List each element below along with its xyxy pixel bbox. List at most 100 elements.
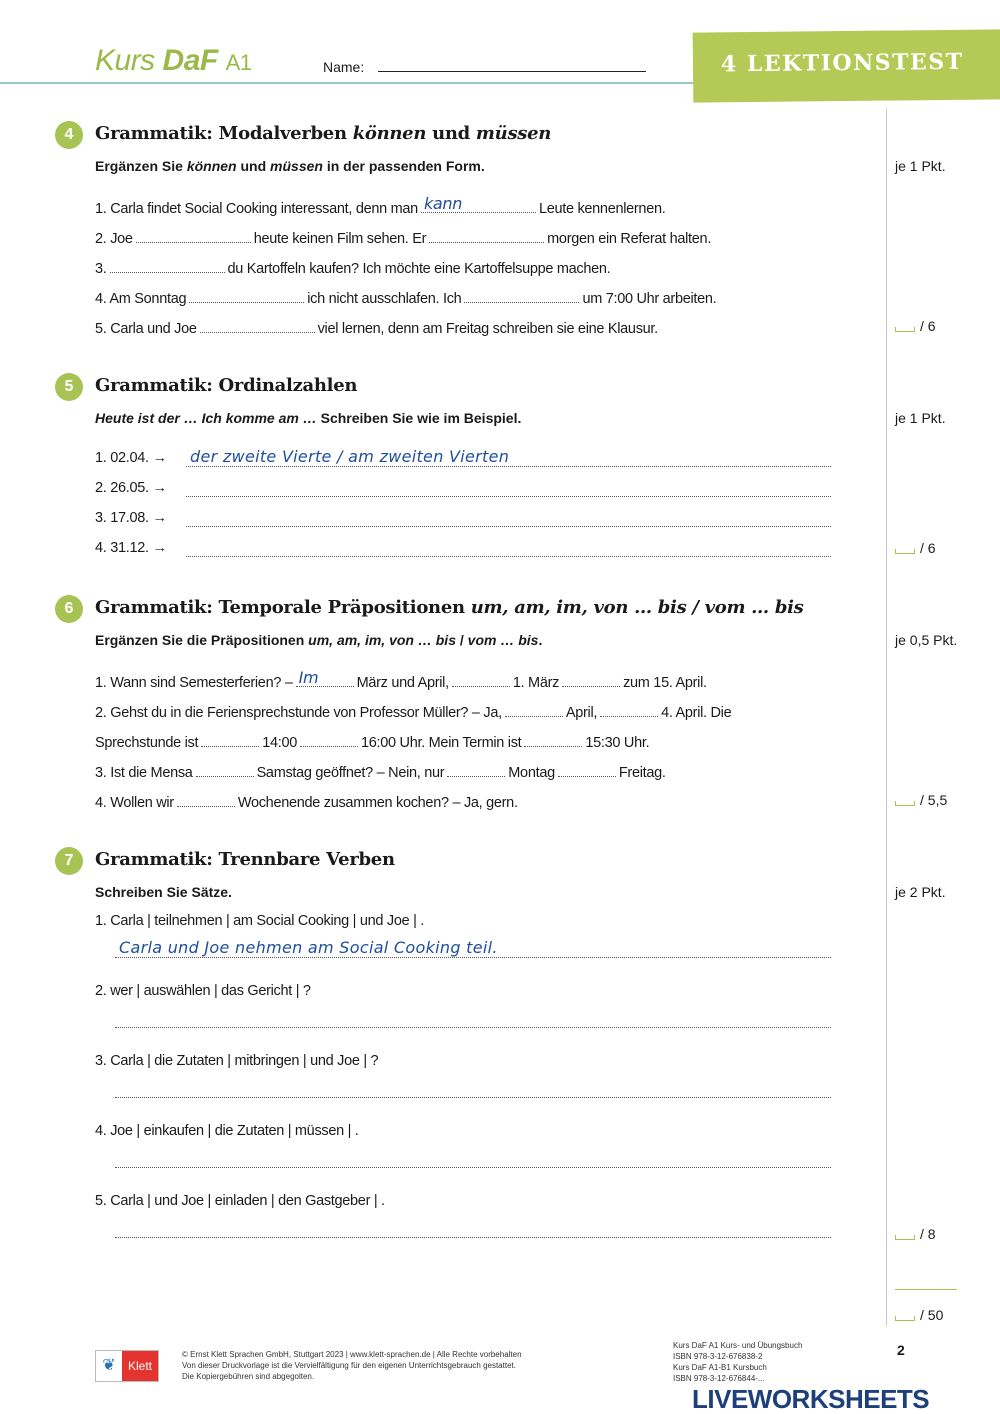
section-score[interactable]: / 5,5 [895,792,947,808]
name-label: Name: [323,59,365,75]
brand-bold: DaF [162,44,219,77]
text-segment: . [538,632,543,648]
answer-line[interactable] [115,1081,831,1098]
answer-blank[interactable]: kann [420,194,536,213]
answer-line[interactable] [115,1151,831,1168]
answer-blank[interactable] [447,762,506,777]
liveworksheets-watermark: LIVEWORKSHEETS [692,1384,930,1414]
exercise-item: 4. Wollen wir Wochenende zusammen kochen?… [95,792,518,811]
header-rule [0,82,700,84]
section-number-badge: 4 [55,121,83,149]
answer-blank[interactable] [201,732,260,747]
brand-logo: Kurs DaF A1 [95,44,252,78]
answer-blank[interactable] [524,732,583,747]
exercise-item: 3. Carla | die Zutaten | mitbringen | un… [95,1053,379,1069]
exercise-item: 1. 02.04. → [95,450,167,466]
text-segment: können [352,123,427,144]
answer-blank[interactable] [562,672,621,687]
answer-blank[interactable] [504,702,563,717]
answer-line[interactable]: der zweite Vierte / am zweiten Vierten [186,447,831,467]
answer-line[interactable] [186,480,831,497]
answer-blank[interactable] [464,288,580,303]
score-box[interactable] [895,327,915,332]
item-text: 3. Ist die Mensa [95,765,193,781]
answer-blank[interactable]: Im [295,668,354,687]
item-text: viel lernen, denn am Freitag schreiben s… [317,321,659,337]
answer-blank[interactable] [557,762,616,777]
name-input[interactable] [378,71,646,72]
section-score[interactable]: / 8 [895,1226,936,1242]
item-text: Sprechstunde ist [95,735,199,751]
answer-blank[interactable] [189,288,305,303]
points-per-item: je 2 Pkt. [895,884,946,900]
exercise-item: 3. du Kartoffeln kaufen? Ich möchte eine … [95,258,611,277]
section-number-badge: 5 [55,373,83,401]
exercise-item: 5. Carla | und Joe | einladen | den Gast… [95,1193,385,1209]
text-segment: Grammatik: Temporale Präpositionen [95,597,471,618]
exercise-item: 4. 31.12. → [95,540,167,556]
text-segment: und [426,123,476,144]
score-text: / 5,5 [920,792,948,808]
section-title: Grammatik: Temporale Präpositionen um, a… [95,597,804,618]
answer-blank[interactable] [429,228,545,243]
answer-line[interactable] [115,1221,831,1238]
item-text: ich nicht ausschlafen. Ich [307,291,462,307]
answer-blank[interactable] [300,732,359,747]
item-text: März und April, [356,675,450,691]
item-text: 4. April. Die [661,705,732,721]
answer-blank[interactable] [176,792,235,807]
test-banner: 4 LEKTIONSTEST [692,29,1000,103]
exercise-item: 5. Carla und Joe viel lernen, denn am Fre… [95,318,658,337]
section-instruction: Schreiben Sie Sätze. [95,884,232,900]
score-text: / 6 [920,540,936,556]
exercise-item: 2. 26.05. → [95,480,167,496]
section-number-badge: 6 [55,595,83,623]
text-segment: / [455,632,468,648]
item-text: 4. Wollen wir [95,795,174,811]
answer-blank[interactable] [600,702,659,717]
answer-blank[interactable] [195,762,254,777]
total-score[interactable]: / 50 [895,1307,943,1323]
answer-blank[interactable] [199,318,315,333]
answer-blank[interactable] [451,672,510,687]
score-box[interactable] [895,1235,915,1240]
text-segment: Schreiben Sie Sätze. [95,884,232,900]
text-segment: um, am, im, von … bis / vom … bis [470,597,804,618]
section-title: Grammatik: Ordinalzahlen [95,375,357,396]
exercise-item: 1. Carla findet Social Cooking interessa… [95,194,666,217]
exercise-item: 4. Am Sonntag ich nicht ausschlafen. Ich u… [95,288,717,307]
points-per-item: je 1 Pkt. [895,158,946,174]
item-prompt: 5. Carla | und Joe | einladen | den Gast… [95,1193,385,1209]
item-text: 14:00 [262,735,298,751]
section-score[interactable]: / 6 [895,318,936,334]
handwritten-answer: kann [423,194,463,213]
item-text: um 7:00 Uhr arbeiten. [582,291,717,307]
exercise-item: 2. Gehst du in die Feriensprechstunde vo… [95,702,732,721]
item-text: 2. Gehst du in die Feriensprechstunde vo… [95,705,502,721]
answer-blank[interactable] [109,258,225,273]
text-segment: vom … bis [467,632,539,648]
answer-line[interactable] [186,540,831,557]
text-segment: Ergänzen Sie die Präpositionen [95,632,309,648]
text-segment: können [186,158,237,174]
section-instruction: Heute ist der … Ich komme am … Schreiben… [95,410,521,426]
item-text: 15:30 Uhr. [585,735,650,751]
total-score-line [895,1289,957,1290]
score-box[interactable] [895,801,915,806]
section-instruction: Ergänzen Sie können und müssen in der pa… [95,158,485,174]
answer-line[interactable] [186,510,831,527]
exercise-item: 4. Joe | einkaufen | die Zutaten | müsse… [95,1123,359,1139]
answer-blank[interactable] [135,228,251,243]
book-info-line: ISBN 978-3-12-676844-... [673,1374,765,1383]
answer-line[interactable] [115,1011,831,1028]
score-box[interactable] [895,549,915,554]
book-info-line: Kurs DaF A1 Kurs- und Übungsbuch [673,1341,803,1350]
item-text: 5. Carla und Joe [95,321,197,337]
item-prompt: 3. Carla | die Zutaten | mitbringen | un… [95,1053,379,1069]
exercise-item: 1. Carla | teilnehmen | am Social Cookin… [95,913,424,929]
answer-line[interactable]: Carla und Joe nehmen am Social Cooking t… [115,938,831,958]
item-prompt: 4. Joe | einkaufen | die Zutaten | müsse… [95,1123,359,1139]
text-segment: Schreiben Sie wie im Beispiel. [316,410,522,426]
section-score[interactable]: / 6 [895,540,936,556]
item-text: Wochenende zusammen kochen? – Ja, gern. [237,795,518,811]
